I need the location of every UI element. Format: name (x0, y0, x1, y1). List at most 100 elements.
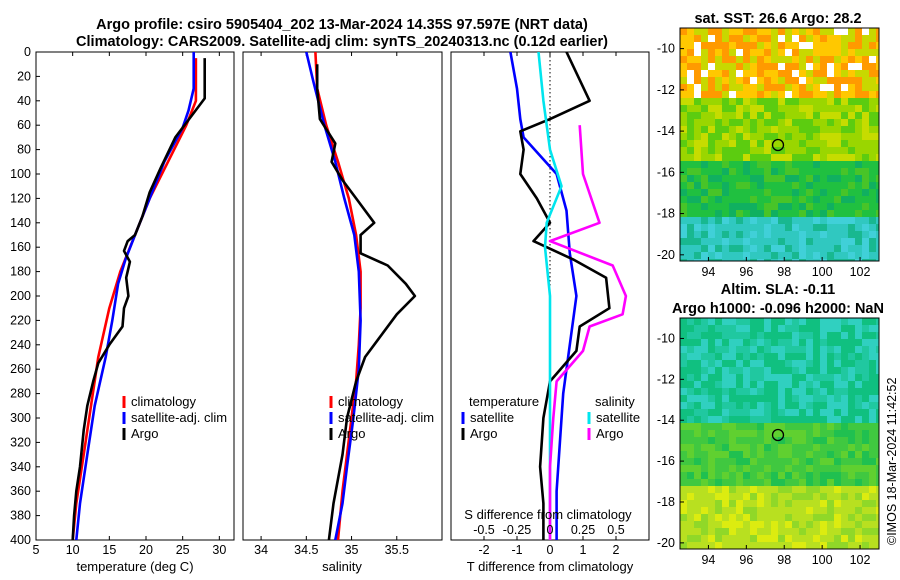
map-cell (792, 91, 800, 99)
map-cell (715, 514, 723, 522)
map-cell (792, 210, 800, 218)
map-cell (820, 402, 828, 410)
map-cell (750, 486, 758, 494)
map-cell (771, 493, 779, 501)
map-cell (750, 224, 758, 232)
map-cell (778, 514, 786, 522)
map-cell (841, 472, 849, 480)
map-cell (687, 259, 695, 261)
map-cell (680, 437, 688, 445)
map-cell (729, 360, 737, 368)
map-cell (841, 493, 849, 501)
map-cell (855, 514, 863, 522)
map-cell (750, 168, 758, 176)
map-cell (736, 182, 744, 190)
map-cell (869, 332, 877, 340)
map-cell (743, 493, 751, 501)
map-cell (708, 77, 716, 85)
map-cell (680, 388, 688, 396)
map-cell (694, 189, 702, 197)
map-cell (876, 535, 879, 543)
map-cell (722, 388, 730, 396)
map-cell (855, 325, 863, 333)
map-cell (687, 56, 695, 64)
map-cell (834, 154, 842, 162)
map-cell (687, 28, 695, 36)
map-cell (778, 451, 786, 459)
map-cell (736, 500, 744, 508)
map-cell (792, 49, 800, 57)
map-cell (687, 388, 695, 396)
map-cell (680, 339, 688, 347)
map-cell (701, 224, 709, 232)
map-cell (785, 430, 793, 438)
map-cell (841, 444, 849, 452)
map-cell (869, 154, 877, 162)
map-cell (820, 112, 828, 120)
map-cell (841, 381, 849, 389)
map-cell (757, 339, 765, 347)
map-cell (799, 451, 807, 459)
map-cell (722, 528, 730, 536)
map-cell (708, 416, 716, 424)
map-cell (806, 126, 814, 134)
map-cell (855, 133, 863, 141)
map-cell (855, 444, 863, 452)
map-cell (722, 77, 730, 85)
map-cell (722, 245, 730, 253)
map-cell (757, 168, 765, 176)
map-cell (729, 388, 737, 396)
lat-tick-label: -20 (657, 248, 675, 262)
map-cell (785, 493, 793, 501)
series-line-temperature-argo (518, 52, 611, 540)
map-cell (708, 63, 716, 71)
map-cell (792, 339, 800, 347)
map-cell (820, 210, 828, 218)
map-cell (743, 133, 751, 141)
map-cell (736, 28, 744, 36)
map-cell (778, 147, 786, 155)
map-cell (771, 259, 779, 261)
map-cell (687, 63, 695, 71)
map-cell (841, 339, 849, 347)
map-cell (680, 168, 688, 176)
map-cell (694, 458, 702, 466)
map-cell (820, 203, 828, 211)
series-line-temperature-satellite (509, 52, 578, 540)
map-cell (736, 542, 744, 549)
map-cell (694, 346, 702, 354)
map-cell (869, 472, 877, 480)
map-cell (736, 521, 744, 529)
map-cell (785, 133, 793, 141)
map-cell (743, 84, 751, 92)
map-cell (813, 168, 821, 176)
map-cell (722, 70, 730, 78)
map-cell (841, 119, 849, 127)
map-cell (855, 409, 863, 417)
map-cell (771, 402, 779, 410)
x-tick-label: 5 (33, 543, 40, 557)
map-cell (778, 91, 786, 99)
sla-map-image (680, 318, 879, 549)
map-cell (715, 189, 723, 197)
map-cell (848, 259, 856, 261)
map-cell (694, 367, 702, 375)
map-cell (862, 472, 870, 480)
map-cell (729, 528, 737, 536)
map-cell (694, 360, 702, 368)
map-cell (778, 409, 786, 417)
map-cell (778, 126, 786, 134)
map-cell (820, 231, 828, 239)
map-cell (827, 514, 835, 522)
map-cell (708, 140, 716, 148)
map-cell (848, 479, 856, 487)
map-cell (855, 154, 863, 162)
map-cell (862, 140, 870, 148)
map-cell (869, 77, 877, 85)
map-cell (694, 542, 702, 549)
map-cell (848, 374, 856, 382)
map-cell (757, 35, 765, 43)
map-cell (764, 388, 772, 396)
map-cell (820, 252, 828, 260)
map-cell (813, 423, 821, 431)
